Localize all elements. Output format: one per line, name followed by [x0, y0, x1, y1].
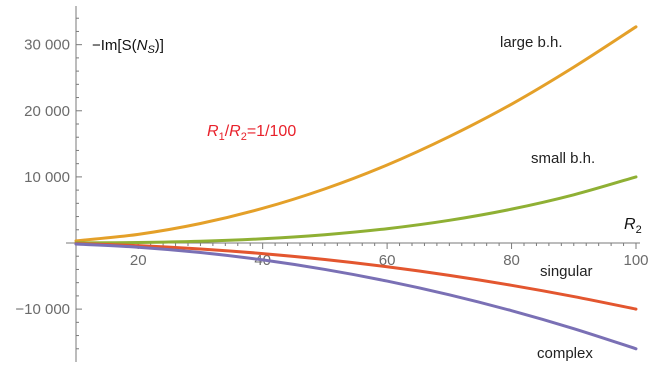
x-tick-label: 80: [503, 252, 520, 269]
y-tick-label: 20 000: [24, 103, 70, 120]
series-line-small-b-h: [74, 175, 638, 245]
axis-ticks: [76, 17, 637, 350]
series-label: complex: [537, 345, 593, 362]
series-label: singular: [540, 263, 593, 280]
series-label: large b.h.: [500, 34, 563, 51]
series-curves: [74, 25, 638, 351]
y-tick-label: −10 000: [15, 301, 70, 318]
series-line-singular: [74, 242, 638, 311]
series-line-large-b-h: [74, 25, 638, 243]
series-label: small b.h.: [531, 150, 595, 167]
series-labels: large b.h. small b.h. singular complex: [500, 34, 595, 362]
parameter-label: R1/R2=1/100: [207, 123, 296, 143]
x-tick-label: 60: [379, 252, 396, 269]
y-tick-label: 10 000: [24, 169, 70, 186]
x-tick-label: 100: [623, 252, 648, 269]
y-axis-label: −Im[S(NS)]: [92, 37, 164, 56]
x-tick-label: 20: [130, 252, 147, 269]
x-axis-label: R2: [624, 216, 642, 236]
y-tick-label: 30 000: [24, 37, 70, 54]
series-line-complex: [74, 242, 638, 351]
